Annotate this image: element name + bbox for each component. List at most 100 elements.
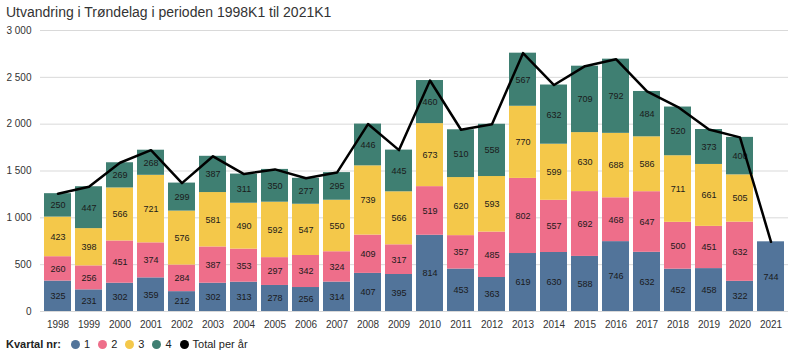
svg-text:350: 350 — [267, 181, 282, 191]
svg-text:297: 297 — [267, 266, 282, 276]
svg-text:398: 398 — [81, 242, 96, 252]
svg-text:588: 588 — [577, 279, 592, 289]
svg-text:468: 468 — [608, 215, 623, 225]
svg-text:322: 322 — [732, 291, 747, 301]
svg-text:260: 260 — [50, 264, 65, 274]
svg-text:2 000: 2 000 — [6, 118, 31, 129]
svg-text:566: 566 — [112, 209, 127, 219]
svg-text:500: 500 — [670, 241, 685, 251]
svg-text:311: 311 — [237, 184, 251, 194]
svg-text:387: 387 — [205, 169, 220, 179]
svg-text:2018: 2018 — [667, 319, 690, 330]
svg-text:423: 423 — [50, 232, 65, 242]
svg-text:586: 586 — [639, 159, 654, 169]
svg-text:363: 363 — [484, 289, 499, 299]
svg-text:317: 317 — [391, 255, 406, 265]
svg-text:2003: 2003 — [202, 319, 225, 330]
svg-text:619: 619 — [515, 277, 530, 287]
svg-text:566: 566 — [391, 213, 406, 223]
svg-text:620: 620 — [453, 201, 468, 211]
svg-text:295: 295 — [329, 181, 344, 191]
svg-text:302: 302 — [112, 292, 127, 302]
svg-text:485: 485 — [484, 250, 499, 260]
svg-text:212: 212 — [174, 296, 189, 306]
svg-text:2020: 2020 — [729, 319, 752, 330]
svg-text:2000: 2000 — [109, 319, 132, 330]
svg-text:557: 557 — [546, 221, 561, 231]
svg-text:567: 567 — [515, 75, 530, 85]
svg-text:409: 409 — [360, 249, 375, 259]
svg-text:673: 673 — [422, 150, 437, 160]
svg-text:814: 814 — [422, 268, 437, 278]
svg-text:3 000: 3 000 — [6, 25, 31, 36]
svg-text:2004: 2004 — [233, 319, 256, 330]
svg-text:505: 505 — [732, 193, 747, 203]
svg-text:277: 277 — [298, 186, 313, 196]
svg-text:630: 630 — [546, 277, 561, 287]
svg-text:744: 744 — [763, 272, 778, 282]
svg-text:324: 324 — [329, 262, 344, 272]
svg-text:374: 374 — [143, 255, 158, 265]
svg-text:2002: 2002 — [171, 319, 194, 330]
svg-text:2006: 2006 — [295, 319, 318, 330]
svg-text:550: 550 — [329, 221, 344, 231]
svg-text:519: 519 — [422, 206, 437, 216]
svg-text:407: 407 — [360, 287, 375, 297]
svg-text:2005: 2005 — [264, 319, 287, 330]
svg-text:460: 460 — [422, 97, 437, 107]
svg-text:484: 484 — [639, 109, 654, 119]
svg-text:2012: 2012 — [481, 319, 504, 330]
svg-text:2015: 2015 — [574, 319, 597, 330]
svg-text:1999: 1999 — [78, 319, 101, 330]
svg-text:661: 661 — [701, 190, 716, 200]
svg-text:313: 313 — [236, 292, 251, 302]
svg-text:231: 231 — [81, 296, 96, 306]
svg-text:2001: 2001 — [140, 319, 163, 330]
svg-text:520: 520 — [670, 126, 685, 136]
svg-text:576: 576 — [174, 233, 189, 243]
svg-text:802: 802 — [515, 211, 530, 221]
svg-text:278: 278 — [267, 293, 282, 303]
svg-text:500: 500 — [15, 259, 32, 270]
svg-text:711: 711 — [671, 184, 685, 194]
svg-text:647: 647 — [639, 217, 654, 227]
svg-text:268: 268 — [143, 158, 158, 168]
svg-text:2007: 2007 — [326, 319, 349, 330]
svg-text:2013: 2013 — [512, 319, 535, 330]
svg-text:739: 739 — [360, 195, 375, 205]
svg-text:593: 593 — [484, 199, 499, 209]
svg-text:2009: 2009 — [388, 319, 411, 330]
svg-text:446: 446 — [360, 140, 375, 150]
svg-text:0: 0 — [26, 306, 32, 317]
svg-text:630: 630 — [577, 157, 592, 167]
svg-text:510: 510 — [453, 149, 468, 159]
svg-text:2014: 2014 — [543, 319, 566, 330]
svg-text:387: 387 — [205, 260, 220, 270]
svg-text:558: 558 — [484, 145, 499, 155]
svg-text:490: 490 — [236, 221, 251, 231]
svg-text:792: 792 — [608, 91, 623, 101]
svg-text:770: 770 — [515, 137, 530, 147]
svg-text:692: 692 — [577, 219, 592, 229]
svg-text:632: 632 — [546, 109, 561, 119]
svg-text:302: 302 — [205, 292, 220, 302]
svg-text:451: 451 — [701, 242, 716, 252]
svg-text:1 500: 1 500 — [6, 165, 31, 176]
svg-text:284: 284 — [174, 273, 189, 283]
svg-text:2010: 2010 — [419, 319, 442, 330]
svg-text:1998: 1998 — [47, 319, 70, 330]
svg-text:547: 547 — [298, 225, 313, 235]
svg-text:599: 599 — [546, 167, 561, 177]
svg-text:709: 709 — [577, 94, 592, 104]
svg-text:342: 342 — [298, 266, 313, 276]
svg-text:359: 359 — [143, 290, 158, 300]
svg-text:746: 746 — [608, 271, 623, 281]
svg-text:314: 314 — [329, 292, 344, 302]
svg-text:632: 632 — [732, 247, 747, 257]
svg-text:256: 256 — [298, 294, 313, 304]
svg-text:2019: 2019 — [698, 319, 721, 330]
svg-text:325: 325 — [50, 291, 65, 301]
svg-text:395: 395 — [391, 288, 406, 298]
svg-text:1 000: 1 000 — [6, 212, 31, 223]
svg-text:445: 445 — [391, 166, 406, 176]
